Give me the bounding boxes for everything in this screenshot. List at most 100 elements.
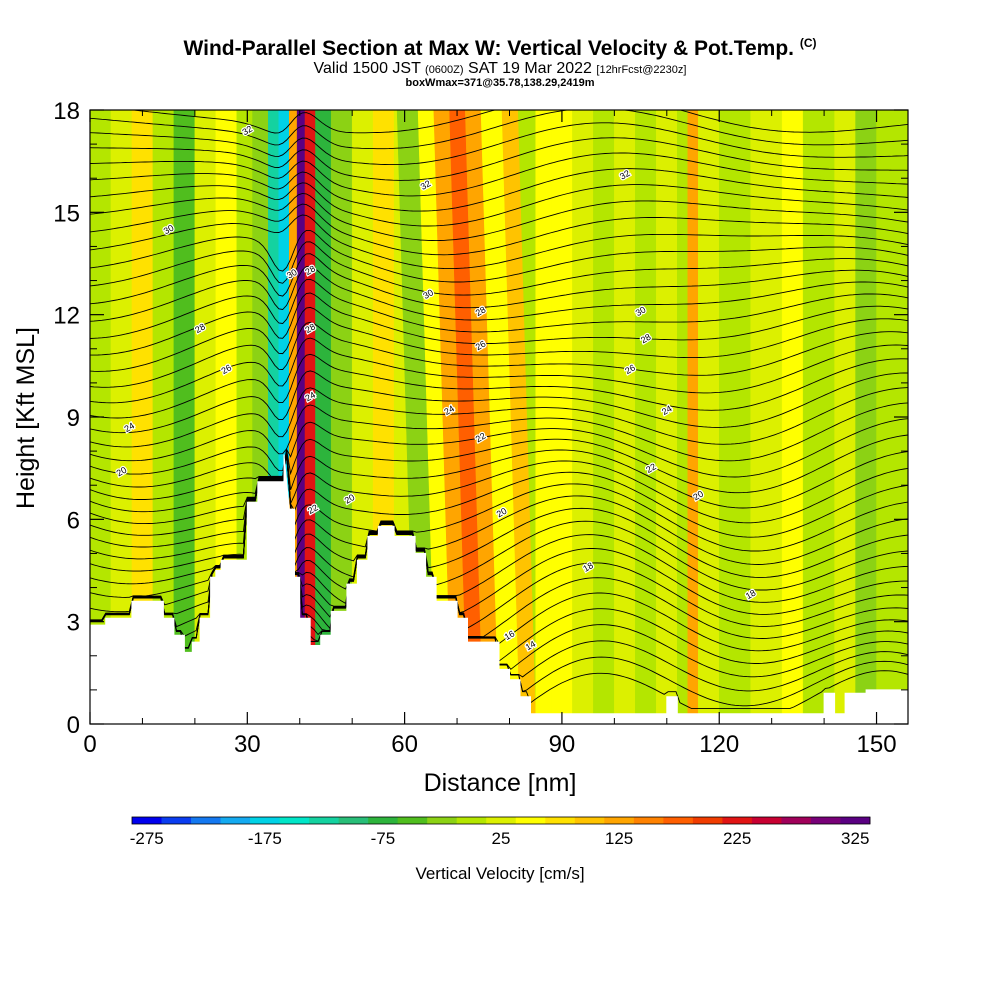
colorbar-swatch [368, 817, 399, 824]
velocity-band [855, 110, 877, 724]
colorbar-swatch [663, 817, 694, 824]
velocity-band [480, 110, 521, 724]
x-tick-label: 90 [549, 731, 576, 758]
subtitle-utc: (0600Z) [425, 64, 464, 76]
theta-contour [90, 337, 908, 404]
velocity-band [551, 110, 573, 724]
subtitle-valid: Valid 1500 JST [313, 60, 421, 77]
colorbar-swatch [250, 817, 280, 824]
chart-title: Wind-Parallel Section at Max W: Vertical… [0, 36, 1000, 61]
velocity-band [635, 110, 657, 724]
colorbar-tick-label: -75 [371, 829, 396, 848]
colorbar-swatch [338, 817, 369, 824]
theta-contour [90, 253, 908, 309]
chart-subtitle-box: boxWmax=371@35.78,138.29,2419m [405, 77, 595, 89]
velocity-band [330, 110, 353, 724]
colorbar-tick-label: -275 [130, 829, 164, 848]
x-tick-label: 60 [391, 731, 418, 758]
y-tick-label: 12 [53, 303, 80, 330]
colorbar-swatch [574, 817, 605, 824]
colorbar-tick-label: 125 [605, 829, 633, 848]
colorbar-swatch [633, 817, 664, 824]
theta-contour [90, 450, 908, 538]
colorbar-frame [131, 816, 871, 825]
velocity-band [194, 110, 217, 724]
terrain-mask [90, 454, 908, 724]
theta-contour [129, 110, 908, 134]
velocity-band [876, 110, 908, 724]
velocity-band [750, 110, 783, 724]
velocity-band [718, 110, 751, 724]
colorbar-swatch [722, 817, 753, 824]
theta-contour [90, 152, 908, 197]
y-tick-label: 3 [67, 610, 80, 637]
colorbar-tick-label: -175 [248, 829, 282, 848]
y-tick-label: 6 [67, 507, 80, 534]
theta-contour [90, 241, 908, 296]
x-tick-label: 0 [83, 731, 96, 758]
velocity-band [449, 110, 484, 724]
colorbar-swatch [810, 817, 841, 824]
theta-contour [90, 168, 908, 212]
colorbar-swatch [781, 817, 812, 824]
velocity-band [677, 110, 689, 724]
theta-contour [90, 450, 908, 552]
theta-contour [90, 418, 908, 478]
theta-contour [90, 434, 908, 494]
velocity-band [802, 110, 835, 724]
colorbar-swatch [427, 817, 458, 824]
y-tick-label: 15 [53, 200, 80, 227]
colorbar-swatch [161, 817, 192, 824]
x-tick-label: 30 [234, 731, 261, 758]
theta-contour [90, 229, 908, 283]
colorbar: -275 -175 -75 25 125 225 325 [130, 816, 871, 848]
theta-contour [90, 321, 908, 388]
colorbar-swatch [456, 817, 487, 824]
subtitle-forecast: [12hrFcst@2230z] [596, 64, 687, 76]
theta-contour [90, 265, 908, 322]
theta-contour [90, 110, 908, 150]
theta-contour [90, 402, 908, 462]
y-axis: 0 3 6 9 12 15 18 [53, 98, 908, 739]
theta-contour [90, 451, 908, 591]
theta-contour [90, 387, 908, 448]
potential-temperature-contours [90, 110, 908, 710]
theta-contour [90, 122, 908, 166]
colorbar-swatch [751, 817, 782, 824]
velocity-band [834, 110, 856, 724]
x-axis: 0 30 60 90 120 150 [83, 110, 897, 758]
theta-contour [90, 192, 908, 242]
velocity-band [315, 110, 332, 724]
colorbar-swatch [309, 817, 340, 824]
theta-contour [90, 449, 908, 509]
velocity-band [152, 110, 175, 724]
x-tick-label: 150 [857, 731, 897, 758]
colorbar-tick-label: 325 [841, 829, 869, 848]
theta-contour [90, 292, 908, 356]
copyright-mark: (C) [799, 36, 817, 50]
colorbar-swatch [132, 817, 162, 824]
theta-contour [90, 451, 908, 578]
colorbar-swatch [220, 817, 251, 824]
theta-contour [90, 353, 908, 419]
colorbar-swatch [692, 817, 723, 824]
velocity-band [173, 110, 196, 724]
colorbar-tick-label: 25 [492, 829, 511, 848]
velocity-band [698, 110, 720, 724]
theta-contour [90, 370, 908, 434]
colorbar-title: Vertical Velocity [cm/s] [415, 864, 585, 883]
velocity-band [781, 110, 804, 724]
theta-contour [90, 450, 908, 524]
colorbar-swatch [191, 817, 221, 824]
colorbar-swatch [840, 817, 871, 824]
velocity-band [433, 110, 468, 724]
theta-contour [90, 450, 908, 565]
theta-contour [90, 278, 908, 339]
velocity-band [656, 110, 678, 724]
y-tick-label: 0 [67, 712, 80, 739]
y-axis-label: Height [Kft MSL] [12, 327, 40, 509]
velocity-band [572, 110, 594, 724]
y-tick-label: 9 [67, 405, 80, 432]
velocity-band [501, 110, 536, 724]
